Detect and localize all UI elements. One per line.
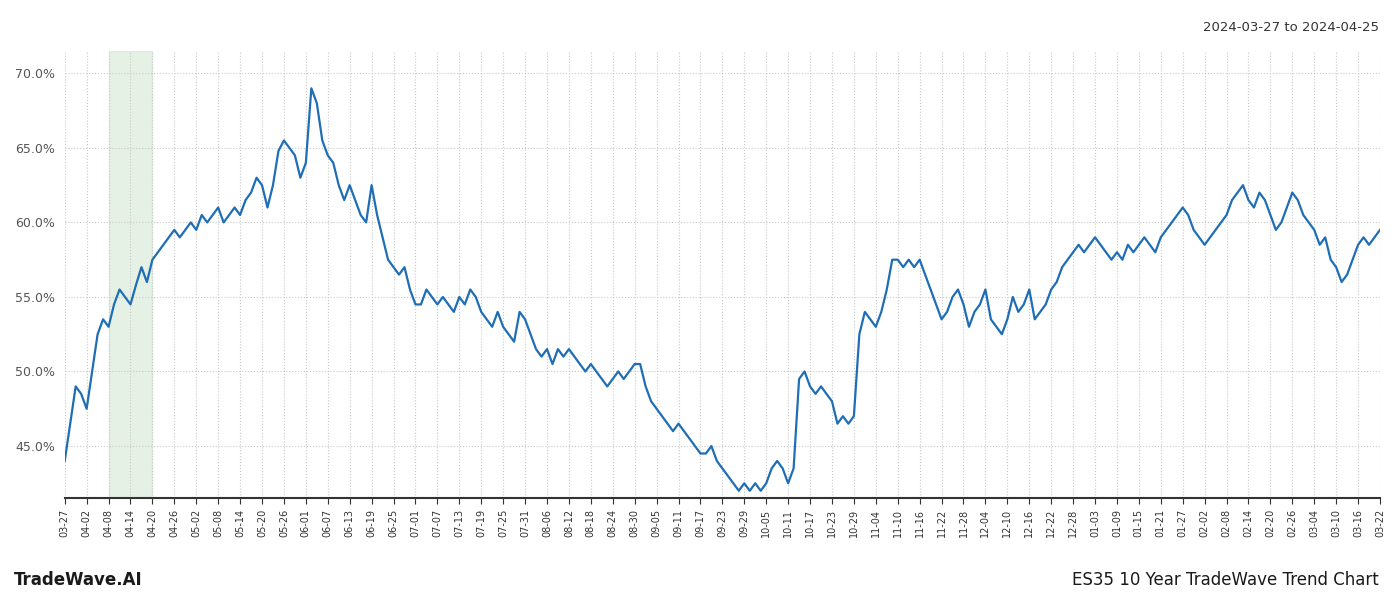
Bar <box>109 51 153 498</box>
Text: TradeWave.AI: TradeWave.AI <box>14 571 143 589</box>
Text: ES35 10 Year TradeWave Trend Chart: ES35 10 Year TradeWave Trend Chart <box>1072 571 1379 589</box>
Text: 2024-03-27 to 2024-04-25: 2024-03-27 to 2024-04-25 <box>1203 21 1379 34</box>
